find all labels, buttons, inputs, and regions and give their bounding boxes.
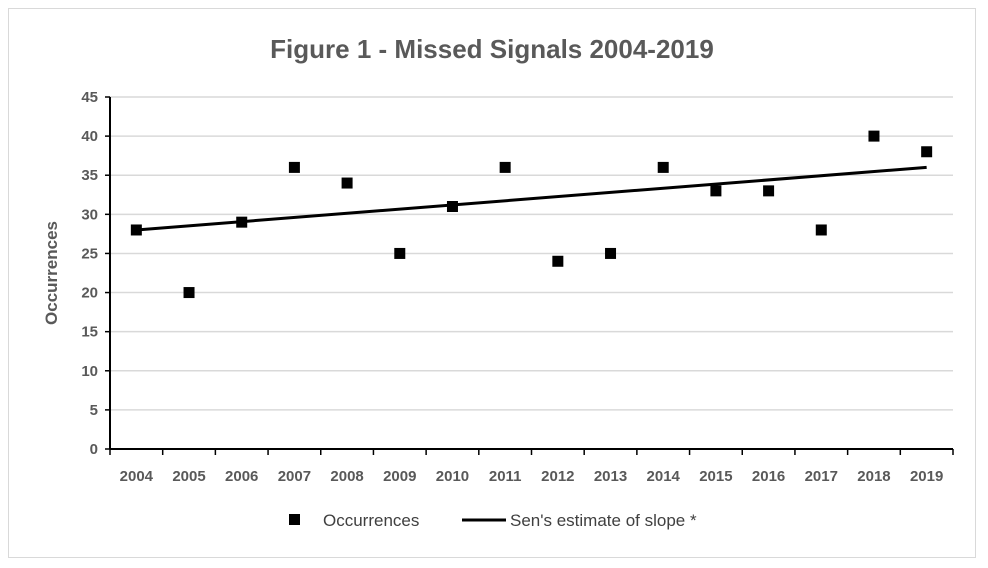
- occurrence-point: [236, 216, 248, 228]
- x-tick-label: 2007: [278, 468, 311, 485]
- y-axis-label: Occurrences: [42, 221, 61, 325]
- occurrence-point: [710, 185, 722, 197]
- occurrence-point: [446, 201, 458, 213]
- occurrence-point: [763, 185, 775, 197]
- chart-border: [8, 8, 976, 558]
- y-tick-label: 35: [81, 167, 98, 184]
- occurrence-point: [815, 224, 827, 236]
- y-tick-label: 10: [81, 363, 98, 380]
- x-tick-label: 2015: [699, 468, 732, 485]
- y-tick-label: 5: [90, 402, 98, 419]
- legend-marker-occurrences: [289, 514, 300, 525]
- occurrence-point: [394, 247, 406, 259]
- occurrence-point: [130, 224, 142, 236]
- legend: Occurrences Sen's estimate of slope *: [289, 511, 697, 530]
- x-tick-label: 2006: [225, 468, 258, 485]
- x-tick-label: 2018: [857, 468, 890, 485]
- occurrence-point: [499, 161, 511, 173]
- occurrence-point: [552, 255, 564, 267]
- occurrence-point: [921, 146, 933, 158]
- occurrence-point: [341, 177, 353, 189]
- occurrence-point: [288, 161, 300, 173]
- y-tick-label: 30: [81, 206, 98, 223]
- x-tick-label: 2010: [436, 468, 469, 485]
- y-tick-label: 40: [81, 128, 98, 145]
- occurrence-point: [868, 130, 880, 142]
- x-tick-label: 2017: [805, 468, 838, 485]
- y-tick-label: 0: [90, 441, 98, 458]
- x-tick-label: 2009: [383, 468, 416, 485]
- occurrence-point: [183, 287, 195, 299]
- x-tick-label: 2014: [647, 468, 681, 485]
- chart-title: Figure 1 - Missed Signals 2004-2019: [270, 34, 714, 64]
- x-tick-label: 2016: [752, 468, 785, 485]
- x-tick-label: 2019: [910, 468, 943, 485]
- x-tick-label: 2008: [330, 468, 363, 485]
- y-tick-label: 45: [81, 89, 98, 106]
- x-tick-label: 2004: [120, 468, 154, 485]
- y-tick-label: 20: [81, 285, 98, 302]
- x-tick-label: 2011: [489, 468, 522, 485]
- occurrence-point: [657, 161, 669, 173]
- x-tick-label: 2012: [541, 468, 574, 485]
- x-tick-label: 2013: [594, 468, 627, 485]
- legend-label-sens-slope: Sen's estimate of slope *: [510, 511, 697, 530]
- y-tick-label: 25: [81, 245, 98, 262]
- occurrence-point: [605, 247, 617, 259]
- sens-slope-line: [136, 165, 927, 232]
- x-tick-label: 2005: [172, 468, 205, 485]
- y-tick-label: 15: [81, 324, 98, 341]
- legend-label-occurrences: Occurrences: [323, 511, 419, 530]
